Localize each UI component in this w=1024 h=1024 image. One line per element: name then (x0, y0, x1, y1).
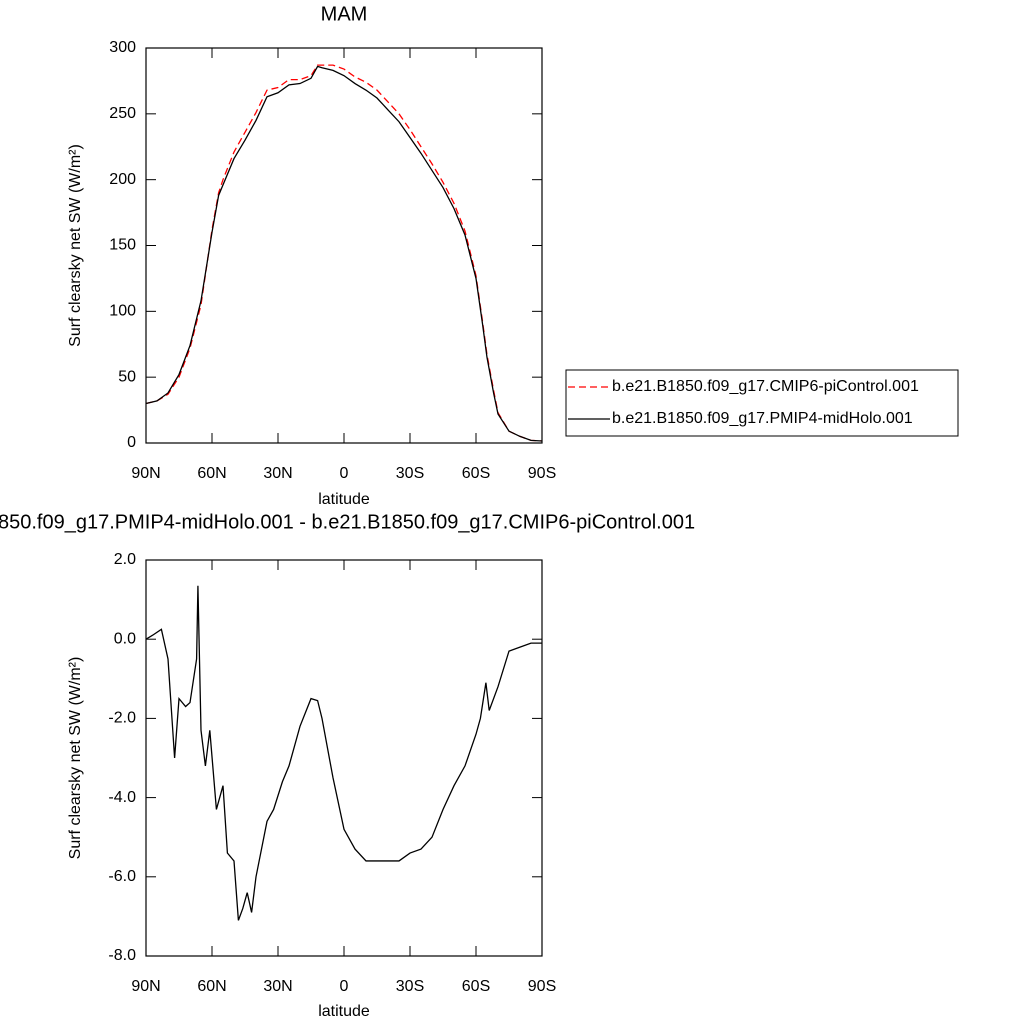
chart-title: MAM (321, 3, 368, 25)
data-line (145, 65, 543, 442)
y-tick-label: 300 (109, 39, 136, 56)
y-tick-label: 200 (109, 171, 136, 188)
x-tick-label: 60S (462, 978, 490, 995)
x-tick-label: 30N (263, 465, 292, 482)
x-axis-label: latitude (318, 491, 370, 508)
data-line (145, 64, 543, 442)
plot-frame (145, 47, 543, 444)
x-tick-label: 30S (396, 978, 424, 995)
y-tick-label: 150 (109, 237, 136, 254)
x-tick-label: 60N (197, 465, 226, 482)
x-tick-label: 30S (396, 465, 424, 482)
y-tick-label: 50 (118, 368, 136, 385)
chart-title: 850.f09_g17.PMIP4-midHolo.001 - b.e21.B1… (0, 511, 695, 533)
x-tick-label: 90S (528, 978, 556, 995)
y-tick-label: -4.0 (108, 789, 136, 806)
x-tick-label: 90N (131, 465, 160, 482)
x-tick-label: 30N (263, 978, 292, 995)
legend-box (565, 369, 959, 437)
x-tick-label: 90S (528, 465, 556, 482)
x-tick-label: 60N (197, 978, 226, 995)
x-tick-label: 0 (340, 465, 349, 482)
legend-label: b.e21.B1850.f09_g17.PMIP4-midHolo.001 (612, 410, 913, 427)
y-tick-label: 0 (127, 434, 136, 451)
data-line (145, 585, 542, 921)
x-tick-label: 90N (131, 978, 160, 995)
legend-label: b.e21.B1850.f09_g17.CMIP6-piControl.001 (612, 378, 919, 395)
y-tick-label: -6.0 (108, 868, 136, 885)
y-axis-label: Surf clearsky net SW (W/m²) (67, 144, 84, 347)
y-tick-label: 250 (109, 105, 136, 122)
y-tick-label: 2.0 (114, 551, 136, 568)
y-axis-label: Surf clearsky net SW (W/m²) (67, 657, 84, 860)
y-tick-label: 100 (109, 303, 136, 320)
plot-frame (145, 559, 543, 957)
x-tick-label: 0 (340, 978, 349, 995)
y-tick-label: -2.0 (108, 710, 136, 727)
y-tick-label: 0.0 (114, 630, 136, 647)
x-axis-label: latitude (318, 1003, 370, 1020)
x-tick-label: 60S (462, 465, 490, 482)
y-tick-label: -8.0 (108, 947, 136, 964)
